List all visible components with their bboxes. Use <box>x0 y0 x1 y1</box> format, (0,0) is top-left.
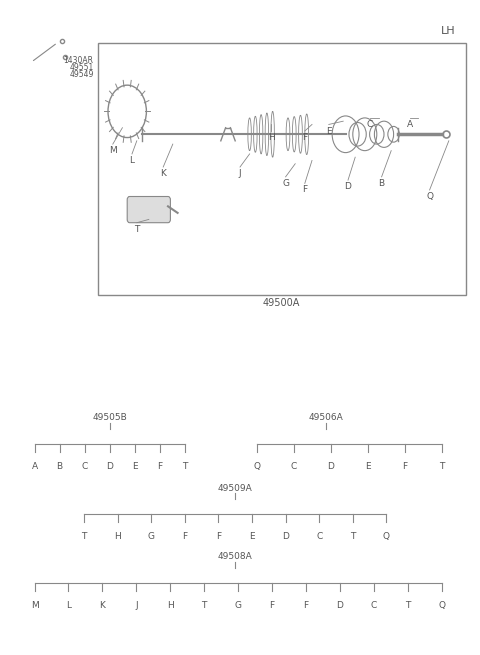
Text: F: F <box>303 601 309 610</box>
Text: B: B <box>379 179 384 188</box>
Text: D: D <box>282 532 289 541</box>
Text: 49509A: 49509A <box>218 483 252 493</box>
Text: C: C <box>290 462 297 471</box>
Text: 49549: 49549 <box>69 70 94 79</box>
Text: F: F <box>216 532 221 541</box>
Text: G: G <box>282 179 289 188</box>
Text: L: L <box>130 156 134 165</box>
Text: J: J <box>135 601 138 610</box>
Text: C: C <box>366 120 373 129</box>
Text: D: D <box>336 601 343 610</box>
Text: E: E <box>132 462 138 471</box>
Text: H: H <box>114 532 121 541</box>
Text: M: M <box>31 601 38 610</box>
Text: G: G <box>148 532 155 541</box>
Text: F: F <box>269 601 275 610</box>
Text: 49551: 49551 <box>69 63 94 72</box>
Text: 49500A: 49500A <box>262 298 300 308</box>
Text: Q: Q <box>253 462 260 471</box>
FancyBboxPatch shape <box>127 196 170 223</box>
Bar <box>98 43 466 295</box>
Text: E: E <box>326 126 332 136</box>
Text: E: E <box>365 462 371 471</box>
Text: D: D <box>345 182 351 191</box>
Text: T: T <box>202 601 207 610</box>
Text: 49508A: 49508A <box>218 552 252 561</box>
Text: Q: Q <box>426 192 433 201</box>
Text: M: M <box>109 146 117 155</box>
Text: J: J <box>239 169 241 178</box>
Text: F: F <box>157 462 162 471</box>
Text: F: F <box>182 532 187 541</box>
Text: T: T <box>405 601 410 610</box>
Text: 49506A: 49506A <box>309 413 344 422</box>
Text: LH: LH <box>442 26 456 36</box>
Text: 49505B: 49505B <box>93 413 128 422</box>
Text: C: C <box>316 532 323 541</box>
Text: Q: Q <box>438 601 445 610</box>
Text: L: L <box>66 601 71 610</box>
Text: F: F <box>402 462 407 471</box>
Text: F: F <box>302 133 307 142</box>
Text: A: A <box>408 120 413 129</box>
Text: Q: Q <box>383 532 390 541</box>
Text: H: H <box>167 601 174 610</box>
Text: D: D <box>106 462 113 471</box>
Text: D: D <box>327 462 334 471</box>
Text: C: C <box>82 462 88 471</box>
Text: C: C <box>371 601 377 610</box>
Text: F: F <box>302 185 307 195</box>
Text: 1430AR: 1430AR <box>63 56 94 65</box>
Text: K: K <box>99 601 105 610</box>
Text: G: G <box>235 601 241 610</box>
Text: K: K <box>160 169 166 178</box>
Text: H: H <box>268 133 275 142</box>
Text: T: T <box>439 462 444 471</box>
Text: A: A <box>32 462 37 471</box>
Text: T: T <box>134 225 140 234</box>
Text: E: E <box>249 532 255 541</box>
Text: T: T <box>182 462 188 471</box>
Text: T: T <box>81 532 87 541</box>
Text: T: T <box>350 532 356 541</box>
Text: B: B <box>57 462 63 471</box>
